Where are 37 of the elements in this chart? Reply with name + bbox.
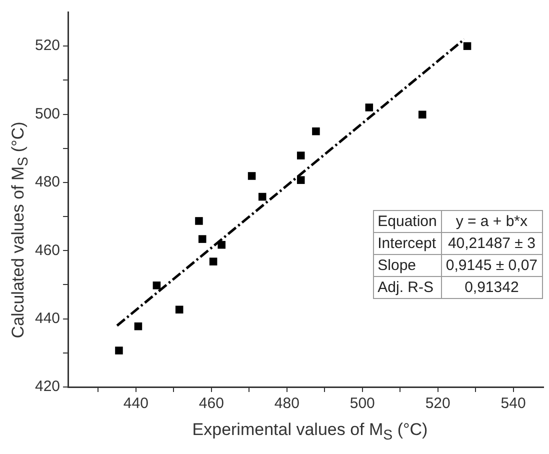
x-tick-label: 500 [350,395,375,412]
y-tick-label: 440 [34,310,60,327]
point [312,127,320,136]
point [365,104,374,112]
point [175,306,184,314]
point [248,172,256,180]
y-tick-label: 420 [34,378,60,396]
annotation: Slope [373,254,442,276]
x-axis-title: Experimental values of M$_{S}$ (°C) [192,420,428,444]
x-tick-label: 440 [123,395,148,412]
annotation: Adj. R-S [373,276,442,298]
point [134,322,142,330]
y-tick-label: 500 [34,105,60,122]
annotation: Equation [373,210,442,232]
point [195,217,203,225]
y-tick-label: 480 [34,174,60,191]
point [463,42,472,50]
point [209,258,218,266]
annotation: Intercept [373,232,442,254]
point [296,176,305,184]
point [115,346,123,354]
annotation: 0,9145 ± 0,07 [441,254,542,276]
y-tick-label: 460 [34,242,60,259]
y-tick-label: 520 [34,37,60,54]
x-tick-label: 480 [274,395,300,412]
annotation: 0,91342 [441,276,542,298]
point [152,282,161,290]
point [418,110,426,119]
annotation: y = a + b*x [441,210,542,232]
x-tick-label: 460 [198,395,224,412]
point [258,192,266,201]
point [198,235,206,243]
point [218,240,226,249]
annotation: 40,21487 ± 3 [441,232,542,254]
point [296,152,305,160]
x-tick-label: 540 [500,395,526,412]
x-tick-label: 520 [425,395,450,412]
